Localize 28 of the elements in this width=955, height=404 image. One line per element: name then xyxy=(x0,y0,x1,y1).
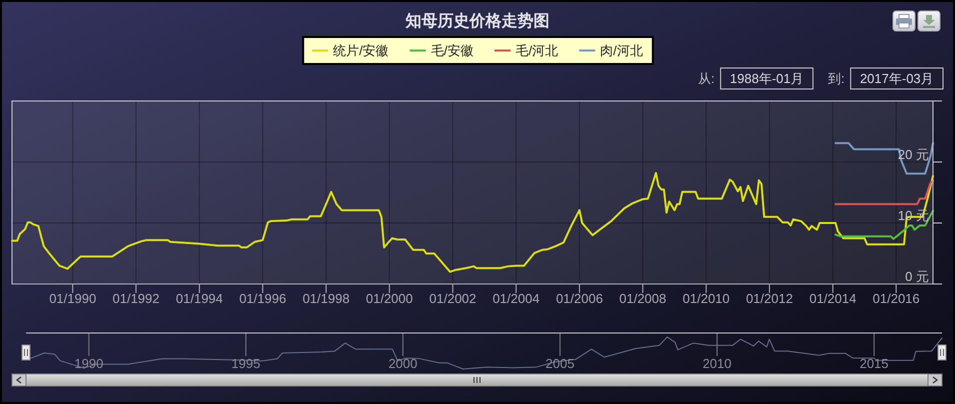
x-tick-label: 01/2016 xyxy=(872,291,920,306)
x-tick-label: 01/1992 xyxy=(112,291,160,306)
x-tick-label: 01/1990 xyxy=(49,291,96,306)
x-tick-label: 01/2000 xyxy=(366,291,413,306)
text: 从: xyxy=(698,71,715,86)
x-tick-label: 01/2006 xyxy=(556,291,603,306)
x-tick-label: 01/2010 xyxy=(682,291,730,306)
text: 1988年-01月 xyxy=(730,71,804,86)
x-tick-label: 01/1996 xyxy=(239,291,286,306)
legend-label: 肉/河北 xyxy=(600,43,643,58)
text: 2017年-03月 xyxy=(860,71,934,86)
text: 到: xyxy=(828,71,845,86)
x-tick-label: 01/2004 xyxy=(492,291,540,306)
x-tick-label: 2010 xyxy=(702,356,732,371)
x-tick-label: 01/2002 xyxy=(429,291,476,306)
x-tick-label: 01/2008 xyxy=(619,291,666,306)
x-tick-label: 1995 xyxy=(231,356,260,371)
legend-label: 毛/河北 xyxy=(516,43,558,58)
x-tick-label: 2000 xyxy=(388,356,418,371)
x-tick-label: 2015 xyxy=(860,356,889,371)
chart-title: 知母历史价格走势图 xyxy=(404,12,550,30)
legend-label: 毛/安徽 xyxy=(430,43,474,58)
x-tick-label: 01/1998 xyxy=(302,291,350,306)
x-tick-label: 01/2012 xyxy=(746,291,793,306)
y-tick-label: 0 元 xyxy=(905,269,929,284)
x-tick-label: 01/2014 xyxy=(809,291,856,306)
x-tick-label: 01/1994 xyxy=(176,291,223,306)
legend-label: 统片/安徽 xyxy=(333,43,389,58)
